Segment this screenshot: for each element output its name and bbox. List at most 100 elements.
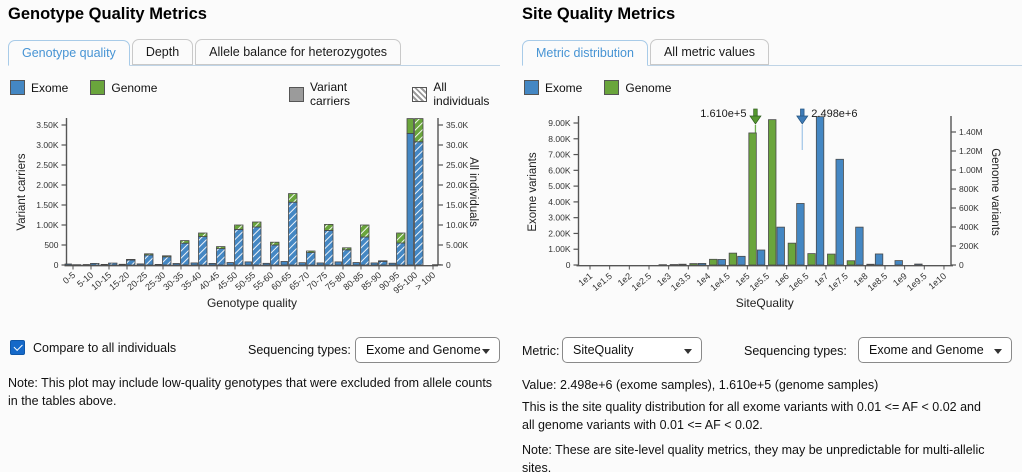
sequencing-types-value: Exome and Genome — [366, 343, 481, 357]
svg-text:800K: 800K — [959, 184, 979, 194]
legend-label: All individuals — [433, 80, 490, 108]
tab-all-metric-values[interactable]: All metric values — [649, 39, 769, 65]
tab-allele-balance[interactable]: Allele balance for heterozygotes — [195, 39, 402, 65]
svg-text:> 100: > 100 — [413, 270, 437, 292]
tab-metric-distribution[interactable]: Metric distribution — [522, 40, 648, 66]
svg-text:2.00K: 2.00K — [548, 228, 571, 238]
sequencing-types-dropdown[interactable]: Exome and Genome — [858, 337, 1012, 363]
svg-text:200K: 200K — [959, 241, 979, 251]
site-description: This is the site quality distribution fo… — [522, 400, 981, 433]
legend-item-exome: Exome — [10, 80, 68, 95]
svg-text:1.50K: 1.50K — [36, 200, 59, 210]
svg-text:1.00K: 1.00K — [548, 244, 571, 254]
compare-to-all-individuals-checkbox[interactable] — [10, 340, 25, 355]
svg-text:1e9.5: 1e9.5 — [905, 271, 929, 293]
svg-text:35.0K: 35.0K — [446, 120, 469, 130]
site-chart-legend: Exome Genome — [524, 80, 1020, 96]
legend-item-genome: Genome — [604, 80, 671, 95]
site-panel-title: Site Quality Metrics — [522, 5, 676, 23]
svg-text:1.00K: 1.00K — [36, 220, 59, 230]
compare-checkbox-label: Compare to all individuals — [33, 340, 177, 355]
legend-label: Genome — [625, 80, 672, 95]
svg-text:1e10: 1e10 — [926, 271, 948, 292]
svg-text:1e4.5: 1e4.5 — [708, 271, 732, 293]
site-quality-chart: 0 1.00K 2.00K 3.00K 4.00K 5.00K 6.00K 7.00K 8.00… — [527, 108, 1001, 310]
svg-text:Genotype quality: Genotype quality — [207, 296, 297, 310]
exome-swatch-icon — [524, 80, 539, 95]
svg-text:25.0K: 25.0K — [446, 160, 469, 170]
metric-dropdown[interactable]: SiteQuality — [562, 337, 702, 363]
genome-swatch-icon — [90, 80, 106, 95]
svg-text:8.00K: 8.00K — [548, 134, 571, 144]
metric-value: SiteQuality — [573, 343, 634, 357]
svg-text:3.00K: 3.00K — [548, 213, 571, 223]
genotype-note: Note: This plot may include low-quality … — [8, 376, 493, 409]
svg-text:600K: 600K — [959, 203, 979, 213]
svg-text:2.50K: 2.50K — [36, 160, 59, 170]
svg-text:Variant carriers: Variant carriers — [16, 153, 28, 230]
svg-text:0: 0 — [446, 260, 451, 270]
svg-text:1.00M: 1.00M — [959, 165, 983, 175]
svg-text:1e5.5: 1e5.5 — [748, 271, 772, 293]
svg-text:All individuals: All individuals — [467, 157, 479, 227]
svg-text:1e8.5: 1e8.5 — [866, 271, 890, 293]
svg-text:1e3.5: 1e3.5 — [669, 271, 693, 293]
tab-depth[interactable]: Depth — [131, 39, 194, 65]
site-tab-bar: Metric distribution All metric values — [522, 39, 1022, 66]
legend-item-all-individuals: All individuals — [412, 80, 506, 108]
site-note: Note: These are site-level quality metri… — [522, 443, 985, 472]
genome-swatch-icon — [604, 80, 620, 95]
exome-swatch-icon — [10, 80, 25, 95]
svg-text:1e1.5: 1e1.5 — [590, 271, 614, 293]
svg-text:Exome variants: Exome variants — [527, 152, 539, 232]
genotype-tab-bar: Genotype quality Depth Allele balance fo… — [8, 39, 500, 66]
site-value-line: Value: 2.498e+6 (exome samples), 1.610e+… — [522, 378, 879, 392]
svg-text:1e2.5: 1e2.5 — [630, 271, 654, 293]
svg-text:Genome variants: Genome variants — [989, 148, 1001, 236]
legend-item-exome: Exome — [524, 80, 582, 95]
svg-text:500: 500 — [44, 240, 58, 250]
svg-text:1.20M: 1.20M — [959, 146, 983, 156]
svg-text:9.00K: 9.00K — [548, 118, 571, 128]
svg-text:15.0K: 15.0K — [446, 200, 469, 210]
legend-label: Genome — [111, 80, 158, 95]
svg-text:10.0K: 10.0K — [446, 220, 469, 230]
legend-label: Variant carriers — [310, 80, 351, 108]
genotype-quality-chart: 0 500 1.00K 1.50K 2.00K 2.50K 3.00K 3.50K 0 5.00K… — [16, 118, 479, 310]
svg-text:1e7.5: 1e7.5 — [826, 271, 850, 293]
metric-label: Metric: — [522, 344, 560, 358]
svg-text:3.00K: 3.00K — [36, 140, 59, 150]
legend-item-genome: Genome — [90, 80, 157, 95]
svg-text:5.00K: 5.00K — [548, 181, 571, 191]
svg-text:0: 0 — [566, 260, 571, 270]
svg-text:0: 0 — [959, 260, 964, 270]
svg-text:400K: 400K — [959, 222, 979, 232]
svg-text:SiteQuality: SiteQuality — [736, 296, 794, 310]
compare-checkbox-row: Compare to all individuals — [10, 340, 176, 355]
genotype-quality-panel: Genotype Quality Metrics Genotype qualit… — [8, 0, 500, 472]
site-quality-panel: Site Quality Metrics Metric distribution… — [522, 0, 1022, 472]
legend-item-variant-carriers: Variant carriers — [289, 80, 390, 108]
svg-text:0-5: 0-5 — [61, 270, 77, 286]
svg-text:20.0K: 20.0K — [446, 180, 469, 190]
svg-text:0: 0 — [54, 260, 59, 270]
svg-text:6.00K: 6.00K — [548, 165, 571, 175]
legend-label: Exome — [545, 80, 583, 95]
svg-text:2.00K: 2.00K — [36, 180, 59, 190]
svg-text:30.0K: 30.0K — [446, 140, 469, 150]
genotype-chart-legend: Exome Genome Variant carriers All indivi… — [10, 80, 506, 108]
all-individuals-swatch-icon — [412, 86, 428, 102]
svg-text:7.00K: 7.00K — [548, 150, 571, 160]
svg-text:2.498e+6: 2.498e+6 — [811, 108, 857, 120]
sequencing-types-dropdown[interactable]: Exome and Genome — [355, 337, 500, 363]
svg-text:1.40M: 1.40M — [959, 127, 983, 137]
svg-text:4.00K: 4.00K — [548, 197, 571, 207]
sequencing-types-value: Exome and Genome — [869, 343, 984, 357]
svg-text:1e6.5: 1e6.5 — [787, 271, 811, 293]
svg-text:5.00K: 5.00K — [446, 240, 469, 250]
legend-label: Exome — [31, 80, 69, 95]
svg-text:1.610e+5: 1.610e+5 — [700, 108, 746, 120]
tab-genotype-quality[interactable]: Genotype quality — [8, 40, 130, 66]
svg-text:3.50K: 3.50K — [36, 120, 59, 130]
